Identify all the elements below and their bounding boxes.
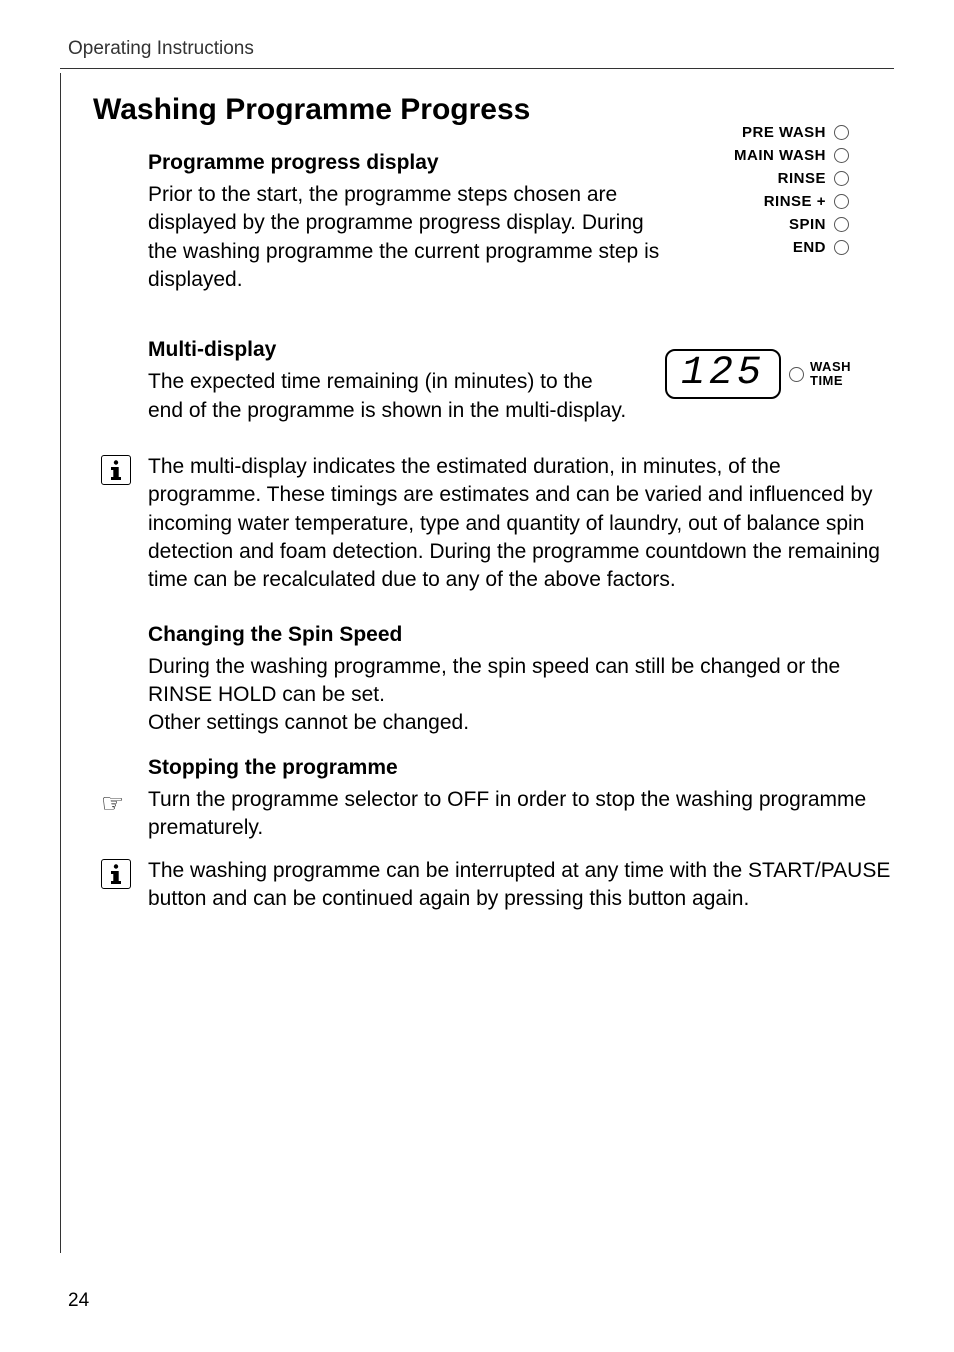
- content-frame: Washing Programme Progress PRE WASH MAIN…: [60, 73, 894, 1253]
- section-title: Programme progress display: [148, 151, 668, 175]
- body-text: Prior to the start, the programme steps …: [148, 181, 668, 294]
- page-number: 24: [68, 1290, 89, 1312]
- section-programme-progress: Programme progress display Prior to the …: [113, 151, 894, 294]
- section-info-interrupt: The washing programme can be interrupted…: [113, 857, 894, 914]
- led-icon: [834, 125, 849, 140]
- section-title: Stopping the programme: [148, 756, 894, 780]
- progress-label: PRE WASH: [742, 124, 826, 141]
- info-icon: [101, 455, 133, 487]
- section-title: Multi-display: [148, 338, 628, 362]
- hand-pointer-icon: ☞: [101, 788, 133, 820]
- body-text: During the washing programme, the spin s…: [148, 653, 894, 710]
- section-stopping: Stopping the programme ☞ Turn the progra…: [113, 756, 894, 843]
- info-icon: [101, 859, 133, 891]
- section-multi-display: Multi-display The expected time remainin…: [113, 338, 894, 425]
- section-spin-speed: Changing the Spin Speed During the washi…: [113, 623, 894, 738]
- section-title: Changing the Spin Speed: [148, 623, 894, 647]
- page-header: Operating Instructions: [60, 38, 894, 60]
- body-text: The washing programme can be interrupted…: [148, 857, 894, 914]
- body-text: Turn the programme selector to OFF in or…: [148, 786, 894, 843]
- section-info-estimate: The multi-display indicates the estimate…: [113, 453, 894, 595]
- body-text: The expected time remaining (in minutes)…: [148, 368, 628, 425]
- body-text: The multi-display indicates the estimate…: [148, 453, 894, 595]
- header-rule: [60, 68, 894, 69]
- progress-row-prewash: PRE WASH: [734, 124, 849, 141]
- main-title: Washing Programme Progress: [93, 93, 894, 127]
- body-text: Other settings cannot be changed.: [148, 709, 894, 737]
